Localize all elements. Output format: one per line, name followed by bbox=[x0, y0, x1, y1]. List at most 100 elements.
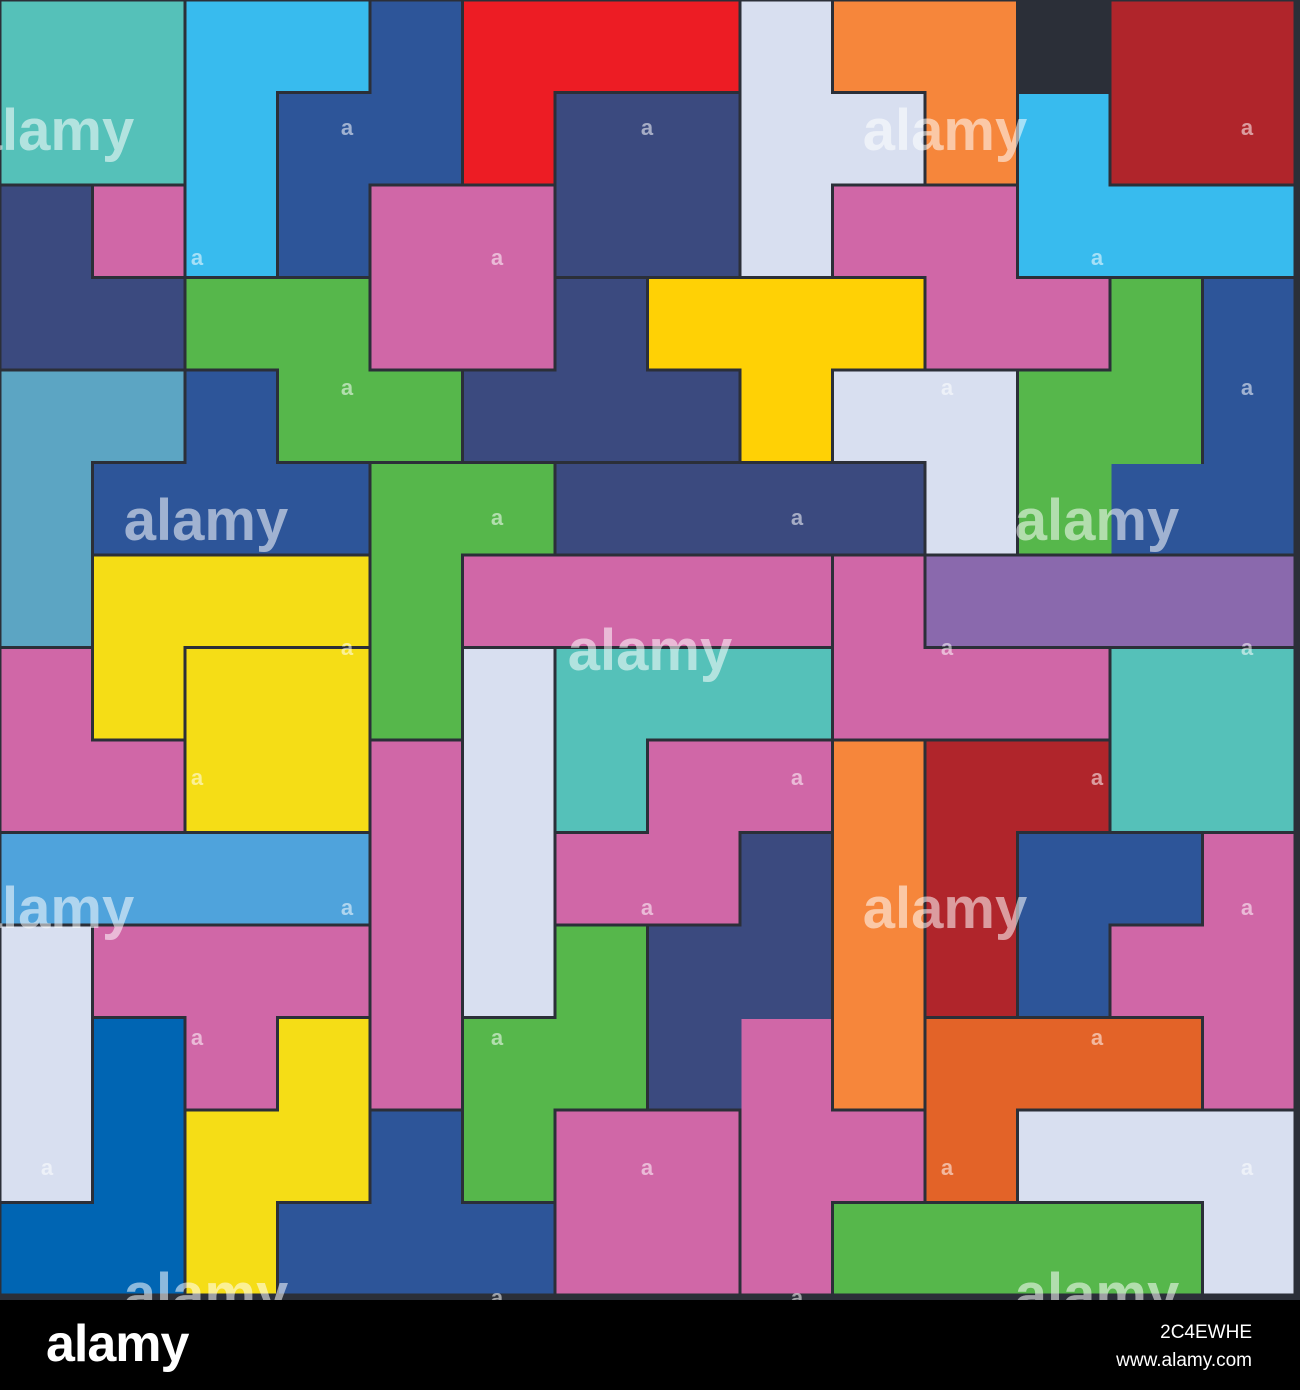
mosaic-tile-block bbox=[464, 1111, 554, 1201]
mosaic-tile bbox=[556, 741, 831, 924]
watermark-mark: a bbox=[641, 895, 654, 920]
watermark-mark: a bbox=[791, 505, 804, 530]
mosaic-tile-block bbox=[926, 741, 1109, 831]
mosaic-tile-block bbox=[1019, 186, 1294, 276]
watermark-mark: a bbox=[1091, 1025, 1104, 1050]
mosaic-tile-seam bbox=[371, 553, 461, 557]
mosaic-tile-seam bbox=[90, 279, 95, 369]
mosaic-tile bbox=[1111, 834, 1294, 1109]
mosaic-tile-block bbox=[926, 834, 1016, 1016]
mosaic-tile-block bbox=[464, 94, 554, 184]
mosaic-tile-seam bbox=[556, 1015, 646, 1020]
mosaic-tile-seam bbox=[279, 1108, 369, 1112]
mosaic-tile-block bbox=[279, 94, 461, 184]
mosaic-tile-block bbox=[371, 1, 461, 91]
mosaic-tile-block bbox=[1204, 834, 1294, 1109]
watermark-mark: a bbox=[791, 1285, 804, 1300]
mosaic-tile-block bbox=[464, 649, 554, 1016]
mosaic-tile-seam bbox=[830, 1111, 835, 1201]
footer-logo: alamy bbox=[46, 1315, 189, 1373]
mosaic-tile-block bbox=[556, 1111, 739, 1294]
mosaic-tile-block bbox=[926, 556, 1294, 646]
mosaic-tile-block bbox=[1019, 1111, 1294, 1201]
mosaic-tile bbox=[371, 464, 554, 739]
mosaic-tile bbox=[741, 1, 924, 276]
mosaic-tile-block bbox=[186, 279, 369, 369]
mosaic-tile-seam bbox=[186, 1200, 276, 1205]
mosaic-tile bbox=[94, 371, 369, 554]
mosaic-tile-block bbox=[371, 556, 461, 739]
mosaic-tile-block bbox=[834, 741, 924, 1109]
mosaic-tile-block bbox=[371, 741, 461, 1109]
mosaic-tile-seam bbox=[186, 460, 276, 465]
mosaic-tile-block bbox=[556, 94, 739, 276]
watermark-mark: a bbox=[341, 375, 354, 400]
mosaic-tile-seam bbox=[1019, 923, 1109, 927]
mosaic-tile-block bbox=[371, 464, 554, 554]
watermark-mark: a bbox=[791, 765, 804, 790]
mosaic-tile bbox=[741, 1019, 924, 1294]
mosaic-tile bbox=[834, 186, 1109, 369]
mosaic-tile-seam bbox=[1204, 1200, 1294, 1205]
mosaic-tile-seam bbox=[186, 1015, 276, 1020]
mosaic-tile-seam bbox=[741, 1108, 831, 1112]
mosaic-tile-block bbox=[1, 834, 369, 924]
mosaic-tile bbox=[1, 1, 184, 184]
mosaic-tile-block bbox=[1019, 834, 1201, 924]
watermark-mark: a bbox=[341, 115, 354, 140]
mosaic-tile-block bbox=[186, 649, 369, 831]
watermark-word: alamy bbox=[863, 876, 1027, 941]
watermark-mark: a bbox=[1241, 635, 1254, 660]
mosaic-tile-seam bbox=[94, 645, 184, 650]
mosaic-tile-seam bbox=[371, 90, 461, 95]
mosaic-tile bbox=[926, 741, 1109, 1016]
mosaic-tile bbox=[1, 649, 184, 831]
mosaic-tile-block bbox=[926, 1019, 1201, 1109]
mosaic-tile-block bbox=[279, 371, 461, 461]
mosaic-tile bbox=[186, 279, 461, 461]
mosaic-tile-block bbox=[556, 279, 646, 369]
mosaic-tile-block bbox=[926, 279, 1109, 369]
mosaic-tile-block bbox=[834, 186, 1016, 276]
watermark-word: alamy bbox=[124, 488, 288, 553]
mosaic-tile bbox=[1111, 649, 1294, 831]
mosaic-tile bbox=[186, 1019, 369, 1294]
mosaic-tile bbox=[464, 649, 554, 1016]
mosaic-tile-seam bbox=[741, 368, 831, 372]
mosaic-tile bbox=[556, 94, 739, 276]
watermark-word: alamy bbox=[863, 98, 1027, 163]
mosaic-tile-seam bbox=[1019, 183, 1109, 187]
watermark-mark: a bbox=[1241, 1155, 1254, 1180]
mosaic-tile-block bbox=[926, 464, 1016, 554]
mosaic-tile bbox=[94, 926, 369, 1109]
mosaic-tile bbox=[464, 556, 831, 646]
watermark-mark: a bbox=[191, 1025, 204, 1050]
mosaic-tile bbox=[1, 1019, 184, 1294]
watermark-mark: a bbox=[491, 245, 504, 270]
mosaic-tile bbox=[926, 1019, 1201, 1201]
mosaic-tile-seam bbox=[926, 1108, 1016, 1112]
watermark-mark: a bbox=[191, 765, 204, 790]
watermark-word: alamy bbox=[0, 98, 134, 163]
mosaic-tile bbox=[186, 649, 369, 831]
mosaic-tile bbox=[1, 186, 184, 369]
watermark-word: alamy bbox=[0, 876, 134, 941]
mosaic-tile-seam bbox=[556, 738, 646, 742]
mosaic-tile-block bbox=[464, 371, 739, 461]
mosaic-tile-block bbox=[186, 1019, 276, 1109]
mosaic-tile-block bbox=[94, 279, 184, 369]
watermark-mark: a bbox=[1241, 375, 1254, 400]
watermark-mark: a bbox=[491, 1025, 504, 1050]
mosaic-tile-block bbox=[649, 741, 831, 831]
mosaic-tile bbox=[1111, 1, 1294, 184]
mosaic-tile bbox=[926, 556, 1294, 646]
mosaic-tile bbox=[834, 1204, 1201, 1294]
watermark-mark: a bbox=[1241, 115, 1254, 140]
mosaic-tile-block bbox=[186, 1111, 369, 1201]
mosaic-tile bbox=[186, 1, 369, 276]
mosaic-tile-block bbox=[926, 649, 1109, 739]
footer-image-id: 2C4EWHE bbox=[1160, 1322, 1252, 1343]
mosaic-tile bbox=[834, 741, 924, 1109]
mosaic-tile-seam bbox=[556, 368, 646, 372]
